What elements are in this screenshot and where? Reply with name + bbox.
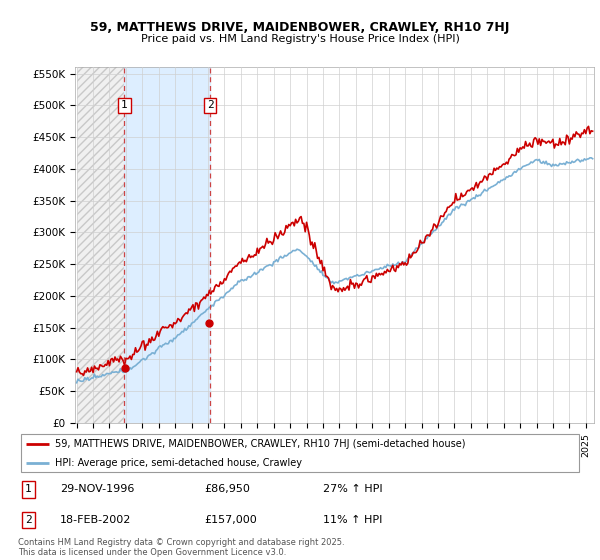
Bar [124,67,210,423]
Text: £157,000: £157,000 [204,515,257,525]
Text: 18-FEB-2002: 18-FEB-2002 [60,515,131,525]
Text: 11% ↑ HPI: 11% ↑ HPI [323,515,382,525]
Text: 59, MATTHEWS DRIVE, MAIDENBOWER, CRAWLEY, RH10 7HJ (semi-detached house): 59, MATTHEWS DRIVE, MAIDENBOWER, CRAWLEY… [55,439,465,449]
Text: 2: 2 [206,100,214,110]
Text: Contains HM Land Registry data © Crown copyright and database right 2025.
This d: Contains HM Land Registry data © Crown c… [18,538,344,557]
Bar [77,67,124,423]
Text: 59, MATTHEWS DRIVE, MAIDENBOWER, CRAWLEY, RH10 7HJ: 59, MATTHEWS DRIVE, MAIDENBOWER, CRAWLEY… [91,21,509,34]
FancyBboxPatch shape [21,433,579,473]
Text: 27% ↑ HPI: 27% ↑ HPI [323,484,382,494]
Text: 1: 1 [121,100,128,110]
Text: 1: 1 [25,484,32,494]
Text: £86,950: £86,950 [204,484,250,494]
Text: 2: 2 [25,515,32,525]
Text: HPI: Average price, semi-detached house, Crawley: HPI: Average price, semi-detached house,… [55,458,302,468]
Text: 29-NOV-1996: 29-NOV-1996 [60,484,134,494]
Text: Price paid vs. HM Land Registry's House Price Index (HPI): Price paid vs. HM Land Registry's House … [140,34,460,44]
